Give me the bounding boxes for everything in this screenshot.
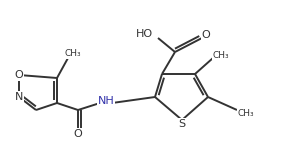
Text: O: O	[15, 70, 23, 80]
Text: S: S	[179, 119, 186, 129]
Text: N: N	[15, 92, 23, 102]
Text: CH₃: CH₃	[238, 110, 254, 118]
Text: HO: HO	[136, 29, 153, 39]
Text: NH: NH	[98, 96, 114, 106]
Text: O: O	[74, 129, 82, 139]
Text: CH₃: CH₃	[65, 50, 81, 59]
Text: O: O	[201, 30, 210, 40]
Text: CH₃: CH₃	[213, 50, 229, 60]
